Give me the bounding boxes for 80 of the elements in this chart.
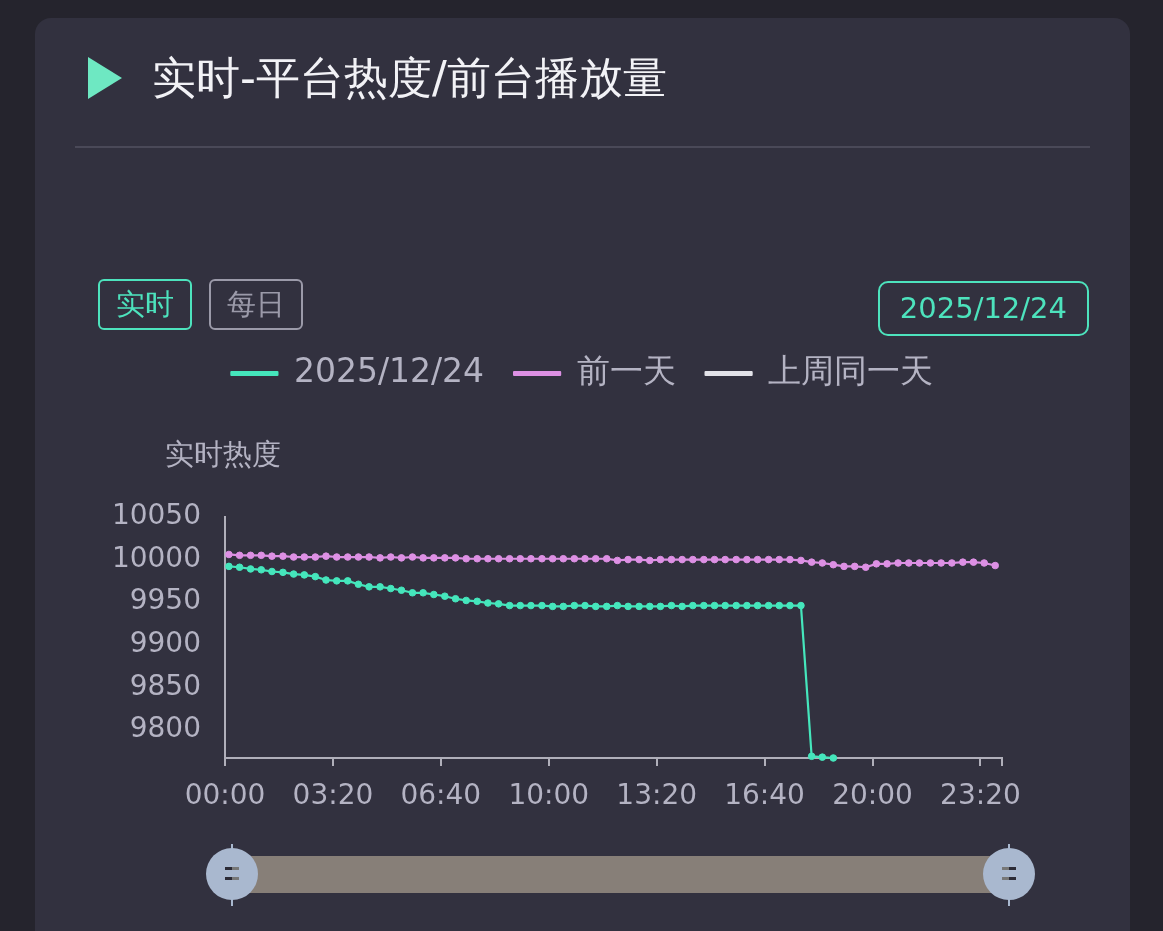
chart-title: 实时-平台热度/前台播放量 <box>152 51 667 105</box>
point <box>581 601 589 610</box>
legend-label: 上周同一天 <box>768 351 934 391</box>
point <box>786 601 794 610</box>
point <box>268 567 276 576</box>
point <box>386 584 395 593</box>
point <box>397 586 406 595</box>
y-tick-label: 10000 <box>111 540 201 574</box>
point <box>322 576 330 584</box>
y-tick-label: 9900 <box>129 626 201 660</box>
point <box>376 583 384 591</box>
x-tick-label: 23:20 <box>940 778 1021 812</box>
point <box>656 602 665 611</box>
y-tick-label: 9800 <box>129 711 201 745</box>
point <box>570 601 579 610</box>
point <box>279 568 287 577</box>
y-tick-label: 9850 <box>129 668 201 702</box>
point <box>591 602 600 611</box>
point <box>235 563 244 572</box>
point <box>559 602 568 611</box>
x-tick-label: 20:00 <box>832 778 913 812</box>
point <box>667 601 676 610</box>
point <box>548 602 557 611</box>
point <box>743 601 751 610</box>
point <box>635 602 643 611</box>
point <box>430 590 438 599</box>
point <box>354 580 363 589</box>
point <box>829 754 838 762</box>
point <box>246 565 255 573</box>
point <box>343 577 352 585</box>
point <box>624 602 632 611</box>
point <box>678 602 686 611</box>
y-axis-title: 实时热度 <box>165 436 281 471</box>
point <box>732 601 740 610</box>
point <box>289 570 298 578</box>
point <box>451 594 460 603</box>
point <box>484 599 492 607</box>
point <box>419 588 427 597</box>
point <box>300 571 309 579</box>
tab-button[interactable]: 实时 <box>98 279 192 330</box>
point <box>527 601 535 610</box>
point <box>365 583 373 591</box>
y-tick-label: 10050 <box>111 498 201 532</box>
legend-label: 2025/12/24 <box>293 351 485 391</box>
y-tick-label: 9950 <box>129 583 201 617</box>
legend-label: 前一天 <box>576 351 676 391</box>
point <box>710 601 719 610</box>
x-tick-label: 13:20 <box>616 778 698 812</box>
point <box>462 596 470 605</box>
x-tick-label: 00:00 <box>184 778 266 812</box>
point <box>613 601 622 610</box>
point <box>700 601 708 610</box>
x-tick-label: 10:00 <box>508 778 590 812</box>
point <box>494 600 503 608</box>
date-button[interactable]: 2025/12/24 <box>877 281 1089 336</box>
point <box>332 577 341 585</box>
point <box>721 601 729 610</box>
x-tick-label: 16:40 <box>724 778 805 812</box>
point <box>257 566 266 574</box>
range-slider[interactable] <box>204 842 1038 908</box>
point <box>441 592 449 600</box>
point <box>753 601 762 610</box>
point <box>408 588 417 597</box>
tab-button[interactable]: 每日 <box>209 279 303 330</box>
point <box>764 601 773 610</box>
point <box>225 562 233 571</box>
point <box>645 602 654 611</box>
point <box>505 601 514 610</box>
point <box>516 601 525 610</box>
point <box>775 601 784 610</box>
x-tick-label: 03:20 <box>292 778 374 812</box>
point <box>473 597 481 606</box>
point <box>689 601 697 610</box>
point <box>538 601 546 610</box>
point <box>602 602 611 611</box>
point <box>797 601 805 610</box>
point <box>818 753 827 761</box>
point <box>311 572 320 581</box>
x-tick-label: 06:40 <box>400 778 482 812</box>
point <box>807 752 816 761</box>
